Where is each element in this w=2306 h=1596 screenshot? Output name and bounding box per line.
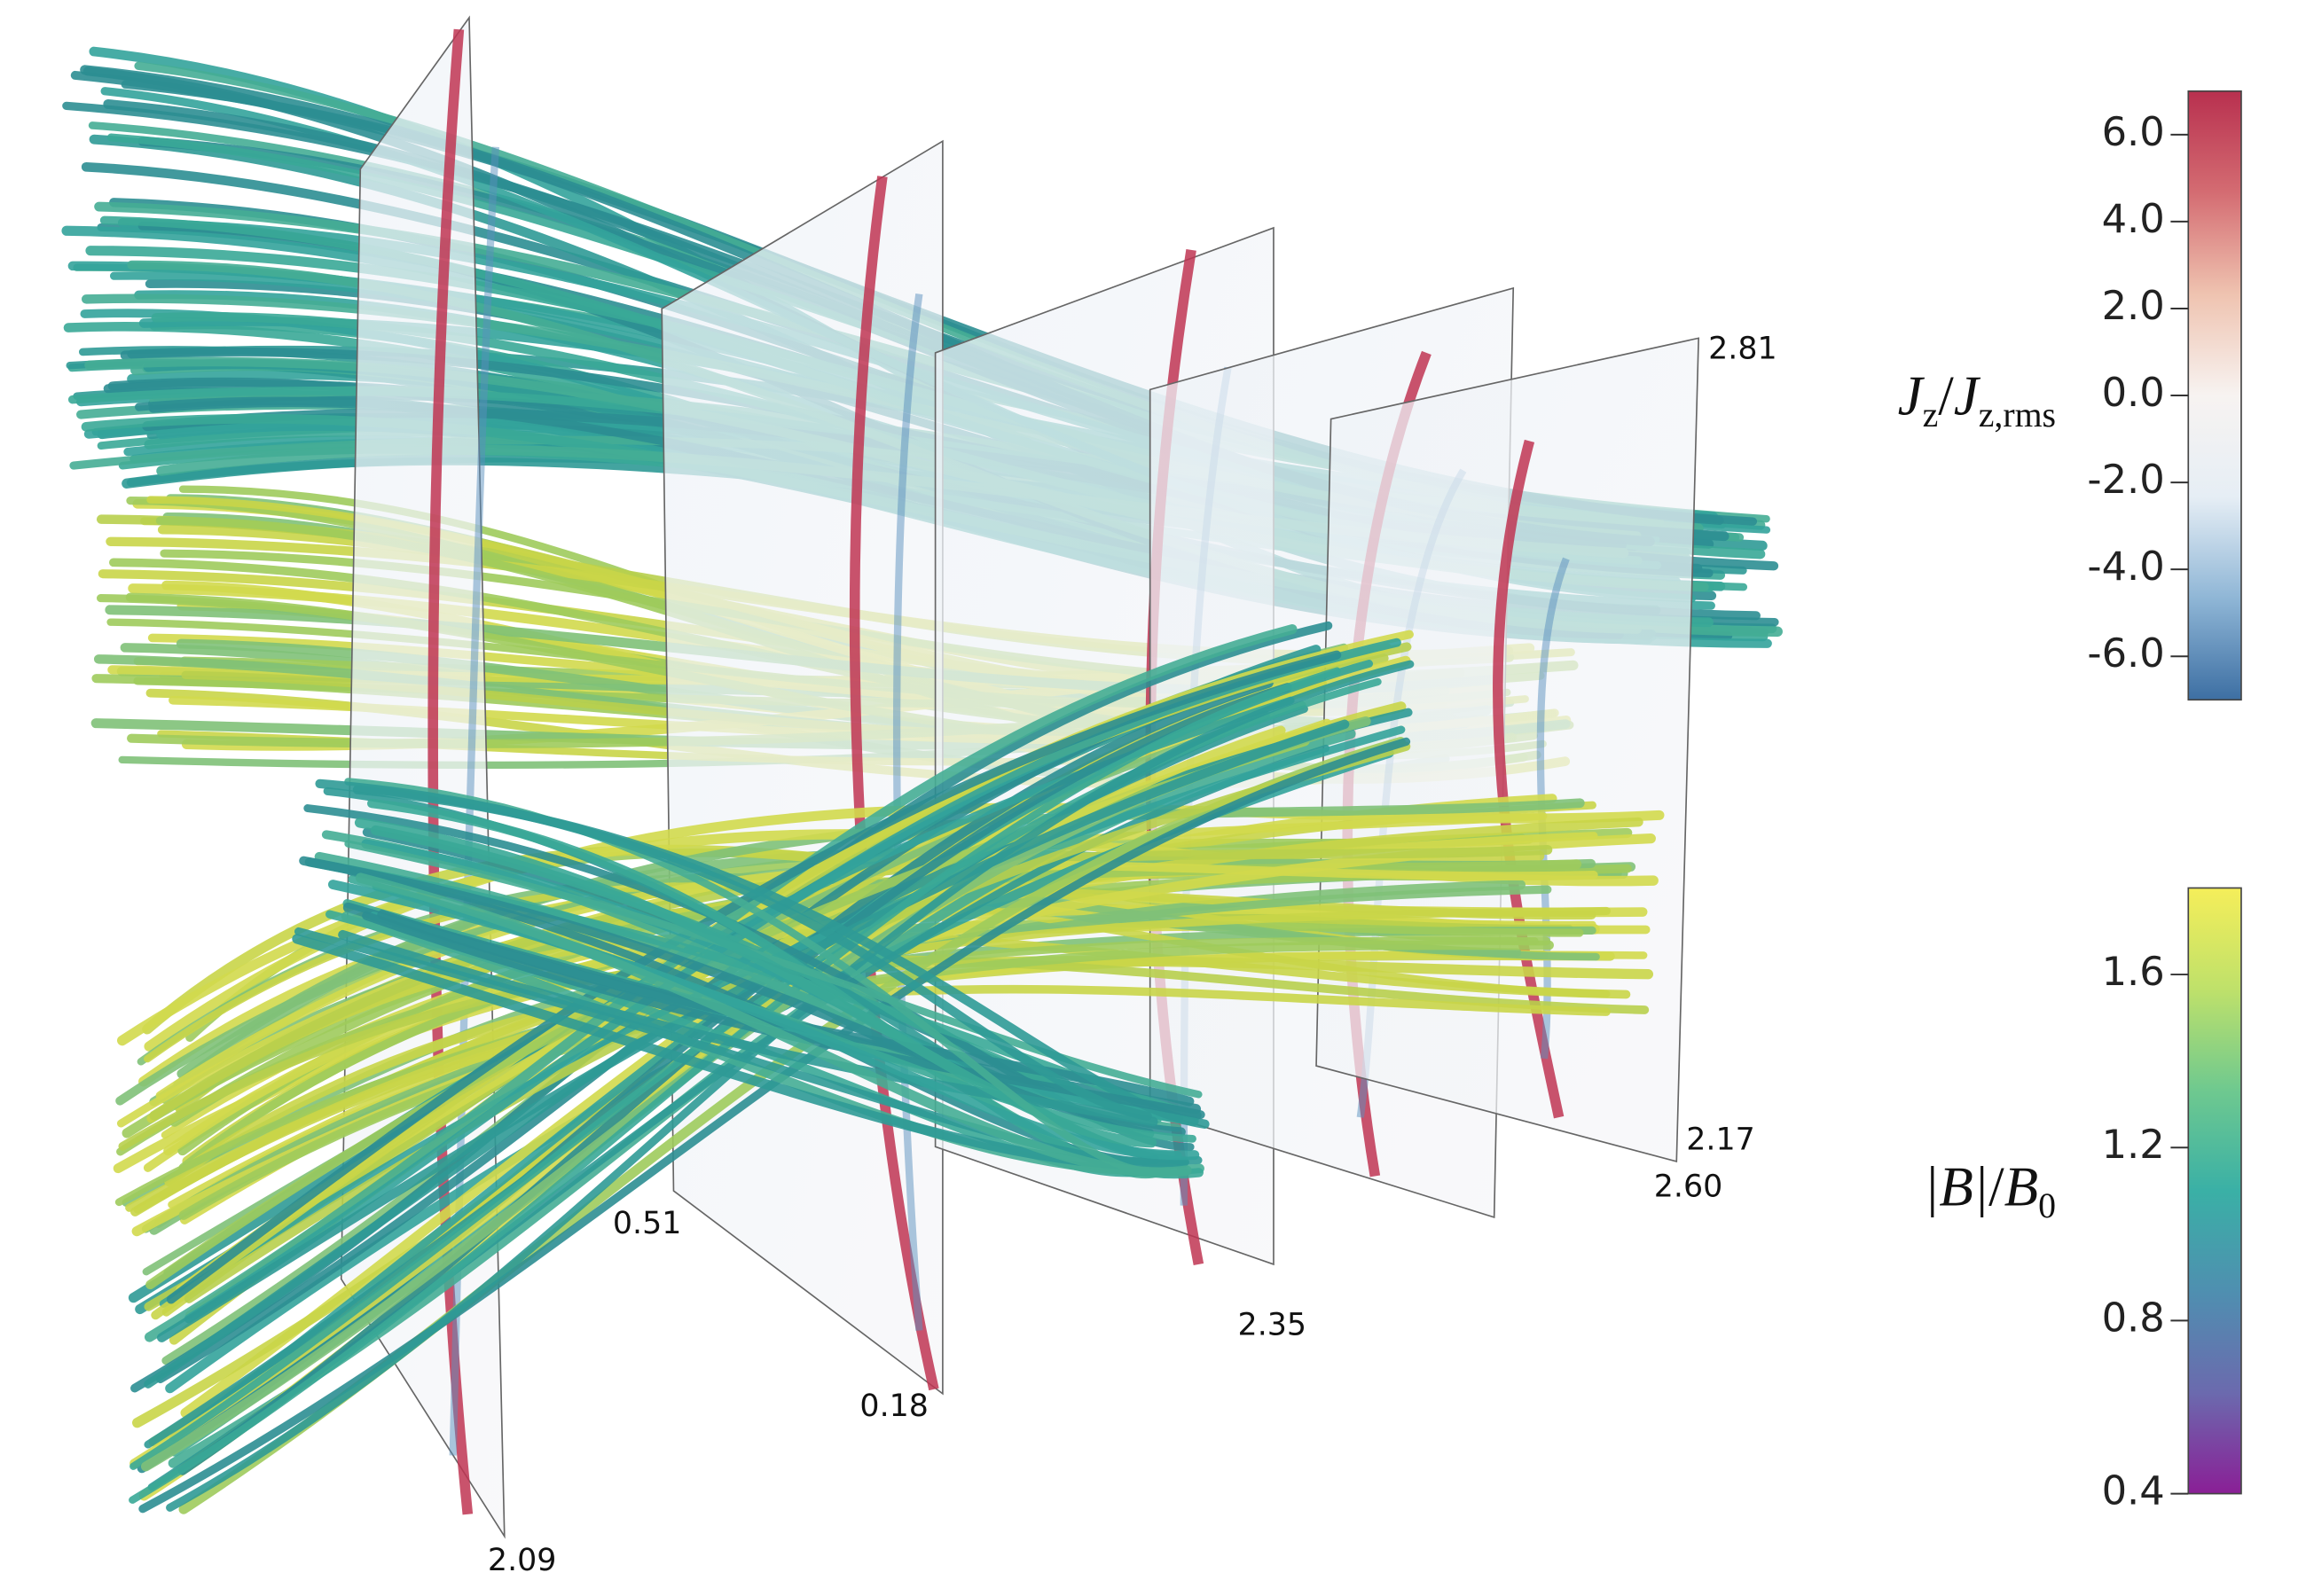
title-part: / [1988, 1156, 2004, 1218]
field-line [299, 856, 1186, 1137]
colorbar-tick-label: 1.2 [2102, 1121, 2165, 1168]
title-part: / [1938, 365, 1954, 427]
colorbars: 6.04.02.00.0-2.0-4.0-6.0Jz/Jz,rms1.61.20… [1898, 90, 2242, 1514]
colorbar-tick-label: 1.6 [2102, 948, 2165, 995]
field-line [178, 940, 1554, 1220]
colorbar-tick-label: 6.0 [2102, 108, 2165, 155]
title-part: z,rms [1979, 395, 2056, 434]
title-part: 0 [2038, 1186, 2056, 1225]
current-sheet [427, 28, 474, 1515]
colorbar-title: Jz/Jz,rms [1898, 365, 2056, 434]
title-part: z [1923, 395, 1939, 434]
colorbar-tick-label: -4.0 [2087, 543, 2164, 590]
current-sheet [1493, 439, 1565, 1119]
field-line [354, 818, 1157, 1148]
plane-label: 2.17 [1686, 1123, 1754, 1158]
colorbar [2187, 90, 2242, 701]
current-sheet-neg [892, 293, 923, 1331]
colorbar-tick-label: -2.0 [2087, 456, 2164, 503]
colorbar-title: |B|/B0 [1924, 1156, 2056, 1225]
field-line [344, 840, 1203, 1099]
plane-label: 0.51 [613, 1206, 681, 1241]
colorbar-tick-label: 4.0 [2102, 195, 2165, 242]
field-line [355, 872, 1192, 1177]
plane-label: 2.60 [1654, 1170, 1722, 1205]
colorbar [2187, 887, 2242, 1495]
title-part: J [1954, 365, 1981, 427]
field-line [166, 660, 1415, 1512]
colorbar-tick-label: 0.0 [2102, 369, 2165, 416]
slice-plane [661, 139, 944, 1396]
title-part: J [1898, 365, 1926, 427]
title-part: |B| [1924, 1156, 1988, 1218]
field-line [315, 778, 1152, 1121]
plane-label: 0.18 [859, 1389, 928, 1424]
colorbar-tick-label: 2.0 [2102, 282, 2165, 329]
colorbar-tick-label: 0.4 [2102, 1467, 2165, 1514]
plane-label: 2.09 [488, 1543, 556, 1578]
colorbar-tick-label: 0.8 [2102, 1294, 2165, 1341]
plane-labels: 2.09 0.51 0.18 2.35 2.60 2.17 2.81 [488, 332, 1777, 1578]
title-part: B [2004, 1156, 2038, 1218]
current-sheet [849, 176, 939, 1391]
field-lines [113, 621, 1665, 1514]
colorbar-tick-label: -6.0 [2087, 630, 2164, 677]
plane-label: 2.35 [1238, 1308, 1306, 1343]
plane-label: 2.81 [1708, 332, 1777, 367]
